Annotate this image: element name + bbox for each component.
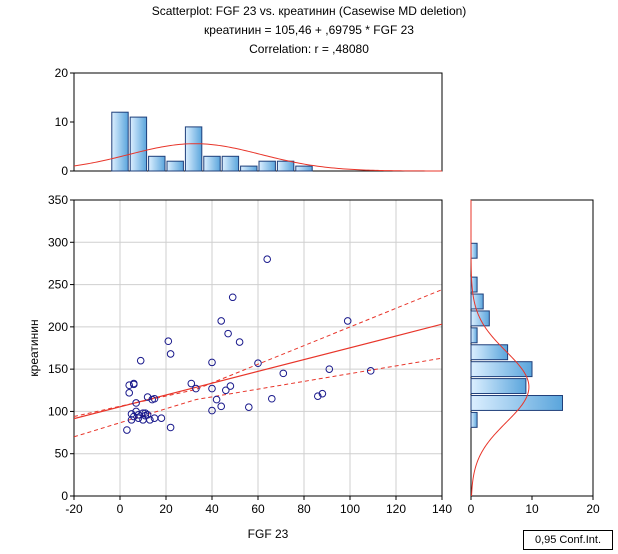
x-tick-label: 20 — [159, 502, 173, 516]
right-hist-bar — [470, 411, 478, 428]
x-tick-label: 140 — [432, 502, 452, 516]
x-axis-label: FGF 23 — [248, 527, 289, 541]
top-hist-bar — [129, 116, 148, 172]
data-point — [325, 365, 334, 373]
legend: 0,95 Conf.Int. — [523, 530, 613, 550]
data-point — [187, 379, 196, 388]
correlation-text: Correlation: r = ,48080 — [249, 42, 369, 56]
data-point — [143, 411, 152, 419]
data-point — [164, 337, 173, 346]
top-hist-bar — [166, 160, 184, 172]
data-point — [130, 379, 138, 388]
y-tick-label: 100 — [48, 404, 68, 418]
data-point — [132, 399, 140, 407]
top-hist-normal-curve — [73, 143, 443, 172]
top-hist-bar — [276, 160, 295, 172]
data-point — [125, 389, 133, 397]
right-hist-tick-label: 0 — [468, 502, 475, 516]
data-point — [123, 426, 131, 434]
y-tick-label: 300 — [48, 235, 68, 249]
data-point — [314, 392, 322, 401]
data-point — [150, 394, 159, 403]
right-hist-bar — [470, 242, 478, 259]
right-hist-bar — [470, 327, 478, 344]
data-point — [245, 403, 253, 412]
x-tick-label: 0 — [117, 502, 124, 516]
top-hist-bar — [295, 165, 313, 172]
top-hist-bar — [221, 155, 240, 172]
data-point — [226, 382, 235, 390]
data-point — [217, 402, 225, 411]
x-tick-label: 40 — [205, 502, 219, 516]
data-point — [192, 384, 200, 393]
data-point — [134, 414, 143, 422]
top-hist-tick-label: 20 — [55, 66, 69, 80]
x-tick-label: -20 — [65, 502, 83, 516]
y-tick-label: 150 — [48, 362, 68, 376]
data-point — [224, 329, 232, 338]
top-hist-bar — [184, 126, 203, 172]
data-point — [136, 356, 145, 365]
top-hist-tick-label: 0 — [61, 164, 68, 178]
confidence-band-lower — [74, 357, 442, 438]
y-axis-label: креатинин — [27, 319, 41, 376]
data-point — [125, 381, 133, 390]
data-point — [263, 255, 272, 264]
y-tick-label: 350 — [48, 193, 68, 207]
data-point — [208, 358, 216, 367]
y-tick-label: 50 — [55, 447, 69, 461]
x-tick-label: 80 — [297, 502, 311, 516]
y-tick-label: 200 — [48, 320, 68, 334]
data-point — [130, 412, 138, 421]
top-hist-bar — [258, 160, 276, 172]
data-point — [279, 369, 288, 378]
data-point — [157, 414, 166, 422]
data-point — [235, 338, 244, 346]
data-point — [146, 416, 154, 424]
x-tick-label: 120 — [386, 502, 406, 516]
data-point — [222, 386, 230, 395]
x-tick-label: 60 — [251, 502, 265, 516]
data-point — [217, 317, 225, 325]
y-tick-label: 250 — [48, 278, 68, 292]
x-tick-label: 100 — [340, 502, 360, 516]
top-hist-bar — [111, 111, 129, 172]
data-point — [366, 367, 375, 375]
data-point — [143, 393, 152, 401]
right-hist-bar — [470, 293, 484, 310]
top-hist-tick-label: 10 — [55, 115, 69, 129]
top-hist-frame — [73, 72, 443, 172]
regression-line — [74, 323, 442, 420]
regression-equation: креатинин = 105,46 + ,69795 * FGF 23 — [204, 23, 414, 37]
right-hist-bar — [470, 276, 478, 293]
data-point — [208, 406, 216, 415]
data-point — [212, 395, 221, 404]
data-point — [268, 394, 276, 403]
chart-title: Scatterplot: FGF 23 vs. креатинин (Casew… — [151, 4, 467, 18]
data-point — [228, 293, 237, 302]
top-hist-bar — [240, 165, 258, 172]
confidence-band-upper — [74, 289, 442, 417]
top-hist-bar — [203, 155, 221, 172]
right-hist-bar — [470, 378, 527, 395]
right-hist-normal-curve — [470, 200, 530, 497]
data-point — [254, 359, 262, 368]
data-point — [343, 317, 352, 325]
data-point — [208, 384, 216, 393]
right-hist-tick-label: 10 — [525, 502, 539, 516]
data-point — [141, 409, 150, 417]
y-tick-label: 0 — [61, 489, 68, 503]
data-point — [166, 350, 175, 358]
data-point — [318, 389, 327, 398]
right-hist-tick-label: 20 — [586, 502, 600, 516]
top-hist-bar — [148, 155, 166, 172]
right-hist-bar — [470, 361, 533, 378]
right-hist-bar — [470, 395, 563, 411]
data-point — [166, 423, 175, 432]
